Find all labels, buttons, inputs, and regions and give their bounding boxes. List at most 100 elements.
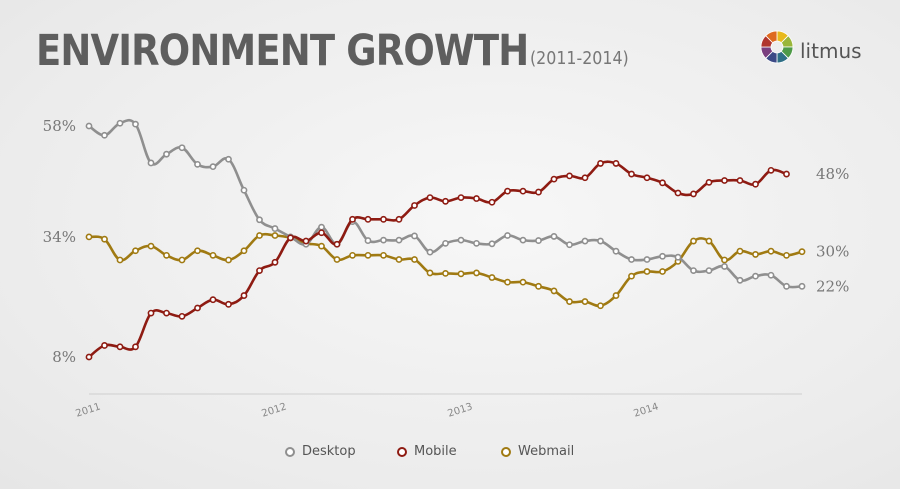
- data-point-mobile: [147, 309, 155, 317]
- data-point-webmail: [690, 237, 697, 245]
- data-point-webmail: [488, 274, 496, 281]
- data-point-desktop: [550, 233, 558, 240]
- data-point-mobile: [271, 258, 279, 266]
- x-tick-label: 2011: [74, 401, 102, 419]
- data-point-mobile: [240, 292, 248, 299]
- data-point-desktop: [705, 267, 713, 275]
- data-point-webmail: [457, 270, 465, 278]
- data-point-mobile: [519, 187, 527, 195]
- y-tick-label: 34%: [43, 228, 76, 246]
- litmus-logo: litmus: [760, 30, 880, 70]
- data-point-webmail: [597, 302, 604, 310]
- data-point-mobile: [752, 180, 759, 188]
- data-point-mobile: [690, 190, 697, 198]
- data-point-webmail: [101, 235, 108, 243]
- data-point-webmail: [442, 269, 449, 277]
- data-point-webmail: [566, 298, 573, 305]
- data-point-mobile: [302, 237, 310, 245]
- data-point-webmail: [380, 251, 387, 259]
- legend-label-webmail: Webmail: [518, 444, 575, 459]
- data-point-mobile: [256, 267, 263, 275]
- data-point-mobile: [705, 178, 713, 186]
- data-point-desktop: [147, 159, 155, 167]
- data-point-desktop: [659, 252, 666, 260]
- data-point-desktop: [798, 282, 806, 290]
- data-point-webmail: [349, 251, 356, 259]
- data-point-desktop: [178, 144, 186, 152]
- y-tick-label: 58%: [43, 117, 76, 135]
- data-point-mobile: [333, 240, 341, 248]
- data-point-desktop: [690, 267, 697, 275]
- data-point-mobile: [442, 197, 449, 205]
- data-point-webmail: [225, 256, 232, 264]
- data-point-webmail: [426, 269, 434, 277]
- data-point-mobile: [721, 177, 728, 184]
- data-point-webmail: [163, 251, 170, 259]
- data-point-desktop: [721, 263, 728, 270]
- data-point-desktop: [411, 232, 418, 240]
- chart-subtitle: (2011-2014): [530, 48, 629, 69]
- data-point-desktop: [519, 236, 527, 244]
- data-point-mobile: [783, 170, 790, 178]
- data-point-desktop: [628, 256, 635, 263]
- data-point-desktop: [209, 163, 217, 171]
- data-point-desktop: [535, 237, 542, 244]
- data-point-mobile: [767, 166, 775, 174]
- data-point-webmail: [240, 247, 248, 255]
- data-point-mobile: [659, 179, 666, 187]
- data-point-webmail: [659, 268, 666, 275]
- data-point-desktop: [318, 223, 325, 231]
- data-point-desktop: [767, 271, 775, 279]
- data-point-webmail: [194, 247, 201, 255]
- data-point-webmail: [752, 251, 759, 258]
- logo-wheel-segment: [765, 30, 778, 44]
- data-point-desktop: [85, 122, 93, 130]
- data-point-mobile: [225, 300, 232, 308]
- data-point-webmail: [705, 237, 713, 245]
- data-point-webmail: [132, 247, 139, 255]
- x-tick-label: 2013: [446, 401, 474, 419]
- data-point-mobile: [550, 175, 558, 183]
- data-point-desktop: [783, 282, 790, 290]
- data-point-desktop: [736, 276, 744, 284]
- legend-item-desktop: Desktop: [284, 444, 356, 459]
- data-point-webmail: [85, 233, 93, 241]
- line-chart: 58% 34% 8% 2011 2012 2013 2014 30% 22% 48%: [43, 117, 850, 420]
- data-point-mobile: [457, 194, 465, 202]
- legend-marker-desktop: [285, 446, 295, 457]
- logo-text: litmus: [800, 39, 862, 63]
- data-point-desktop: [597, 237, 604, 245]
- data-point-desktop: [752, 272, 759, 280]
- data-point-desktop: [612, 247, 620, 255]
- data-point-desktop: [225, 155, 232, 163]
- data-point-desktop: [457, 236, 465, 244]
- data-point-webmail: [643, 268, 651, 275]
- data-point-desktop: [101, 131, 108, 139]
- legend-marker-webmail: [501, 446, 511, 457]
- data-point-mobile: [380, 215, 387, 223]
- logo-wheel-icon: [760, 30, 794, 64]
- data-point-mobile: [287, 234, 294, 242]
- data-point-webmail: [395, 256, 403, 263]
- data-point-desktop: [256, 216, 263, 224]
- data-point-mobile: [488, 198, 496, 206]
- data-point-desktop: [674, 253, 682, 261]
- data-point-mobile: [364, 215, 372, 223]
- data-point-webmail: [721, 256, 728, 264]
- data-point-desktop: [504, 232, 511, 239]
- legend-item-webmail: Webmail: [500, 444, 574, 459]
- data-point-desktop: [364, 237, 372, 244]
- data-point-desktop: [442, 239, 449, 247]
- data-point-webmail: [116, 256, 124, 264]
- data-point-mobile: [395, 215, 403, 223]
- data-point-mobile: [504, 187, 511, 195]
- data-point-webmail: [736, 247, 744, 255]
- data-point-webmail: [178, 256, 186, 264]
- data-point-webmail: [271, 232, 279, 239]
- data-point-webmail: [798, 248, 806, 256]
- data-point-webmail: [333, 256, 341, 263]
- data-point-desktop: [240, 186, 248, 194]
- data-point-webmail: [767, 247, 775, 255]
- data-point-mobile: [643, 174, 651, 182]
- data-point-mobile: [674, 189, 682, 197]
